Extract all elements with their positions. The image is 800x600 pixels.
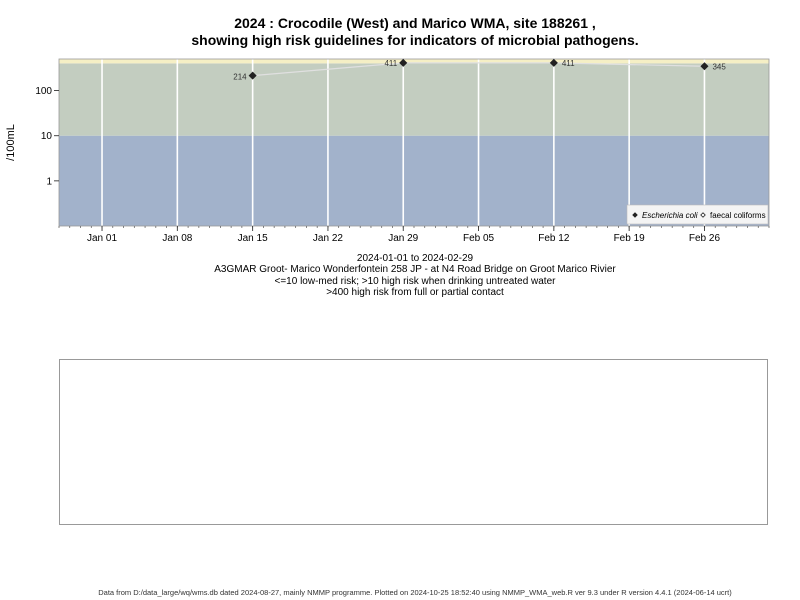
x-tick-label-7: Feb 19	[614, 233, 646, 244]
footer-data-source: Data from D:/data_large/wq/wms.db dated …	[98, 588, 732, 597]
data-point-0-3	[700, 62, 709, 71]
y-tick-label-2: 100	[35, 86, 52, 97]
legend-box	[626, 204, 769, 225]
data-label-0-0: 214	[233, 73, 247, 82]
guideline-text-2: >400 high risk from full or partial cont…	[326, 287, 504, 298]
x-tick-label-5: Feb 05	[463, 233, 495, 244]
data-point-0-2	[549, 58, 558, 67]
y-tick-label-1: 10	[41, 131, 53, 142]
x-tick-label-6: Feb 12	[538, 233, 570, 244]
data-label-0-1: 411	[384, 59, 397, 68]
date-range-text: 2024-01-01 to 2024-02-29	[356, 253, 474, 264]
risk-band-2	[59, 59, 769, 64]
legend-label-faecal-coliforms: faecal coliforms	[710, 211, 766, 220]
x-tick-label-4: Jan 29	[388, 233, 418, 244]
data-label-0-2: 411	[562, 59, 575, 68]
empty-chart-panel	[59, 359, 768, 525]
x-tick-label-8: Feb 26	[689, 233, 721, 244]
risk-band-1	[59, 63, 769, 136]
series-line-0	[252, 62, 705, 77]
legend-marker-faecal-coliforms	[700, 212, 706, 218]
x-tick-label-1: Jan 08	[162, 233, 192, 244]
chart-svg: Jan 01 Jan 08 Jan 15 Jan 22 Jan 29 Feb 05 Feb …	[5, 58, 770, 244]
guideline-text-1: <=10 low-med risk; >10 high risk when dr…	[274, 276, 556, 287]
chart-title-line1: 2024 : Crocodile (West) and Marico WMA, …	[234, 15, 596, 31]
x-tick-label-0: Jan 01	[87, 233, 117, 244]
site-description-text: A3GMAR Groot- Marico Wonderfontein 258 J…	[214, 264, 616, 275]
y-tick-label-0: 1	[46, 176, 52, 187]
x-tick-label-2: Jan 15	[238, 233, 268, 244]
data-point-0-1	[399, 58, 408, 67]
data-label-0-3: 345	[712, 62, 726, 71]
chart-title-line2: showing high risk guidelines for indicat…	[191, 32, 639, 48]
data-point-0-0	[248, 71, 257, 80]
legend-marker-escherichia-coli	[632, 212, 638, 218]
legend-label-escherichia-coli: Escherichia coli	[642, 211, 698, 220]
y-axis-label: /100mL	[5, 124, 17, 161]
x-tick-label-3: Jan 22	[313, 233, 343, 244]
